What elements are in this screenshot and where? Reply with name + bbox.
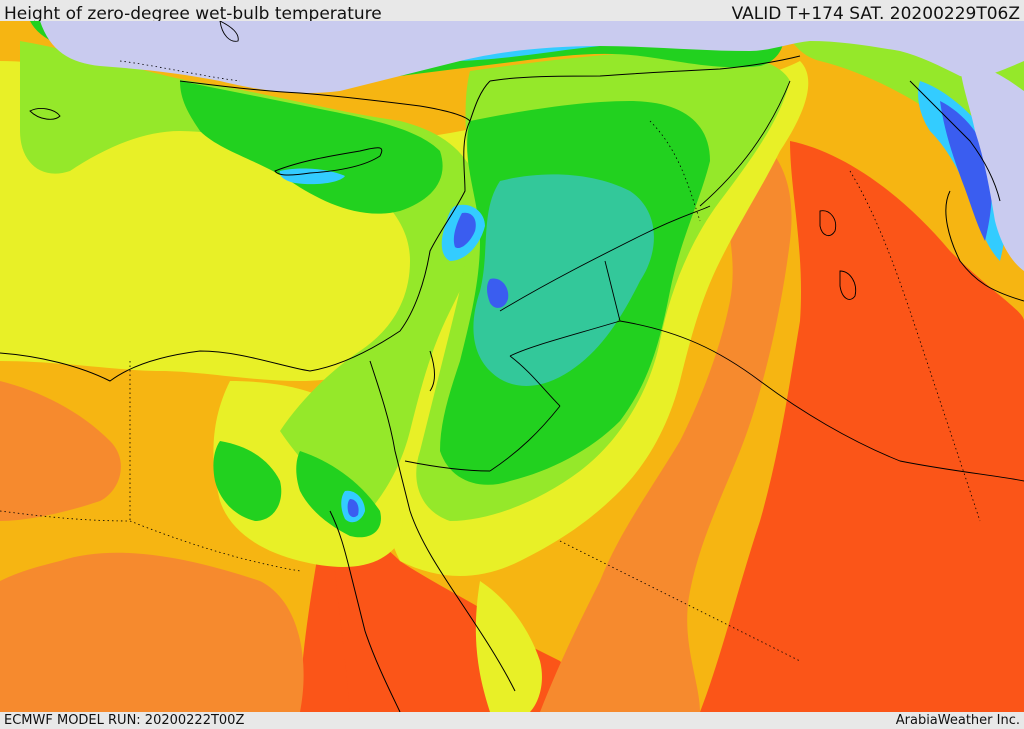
footer-bar: ECMWF MODEL RUN: 20200222T00Z ArabiaWeat… — [0, 712, 1024, 729]
field-red-east — [700, 141, 1024, 712]
field-blue-north-east — [940, 101, 993, 241]
field-yellow-redsea-coast — [475, 581, 542, 712]
header-bar: Height of zero-degree wet-bulb temperatu… — [0, 0, 1024, 24]
coastlines — [0, 55, 1024, 712]
field-green-north — [180, 81, 443, 214]
model-run-label: ECMWF MODEL RUN: 20200222T00Z — [4, 713, 245, 728]
internal-boundaries — [0, 60, 981, 662]
weather-map-canvas — [0, 21, 1024, 712]
political-borders — [404, 80, 1024, 482]
field-cyan-cyprus — [279, 168, 345, 185]
field-orange-egypt-desert — [0, 552, 304, 712]
field-teal-levant — [473, 174, 654, 386]
credit-label: ArabiaWeather Inc. — [895, 713, 1020, 728]
valid-time-label: VALID T+174 SAT. 20200229T06Z — [731, 4, 1020, 24]
field-low-caucasus — [960, 61, 1024, 271]
islands — [29, 21, 857, 300]
field-orange-libya — [0, 381, 121, 521]
weather-map — [0, 21, 1024, 712]
field-blue-sinai — [347, 499, 359, 518]
field-green-delta — [213, 441, 282, 521]
field-blue-hermon — [487, 278, 509, 308]
field-blue-lebanon — [453, 212, 476, 249]
field-low-turkey — [40, 21, 1024, 93]
map-title: Height of zero-degree wet-bulb temperatu… — [4, 4, 382, 24]
